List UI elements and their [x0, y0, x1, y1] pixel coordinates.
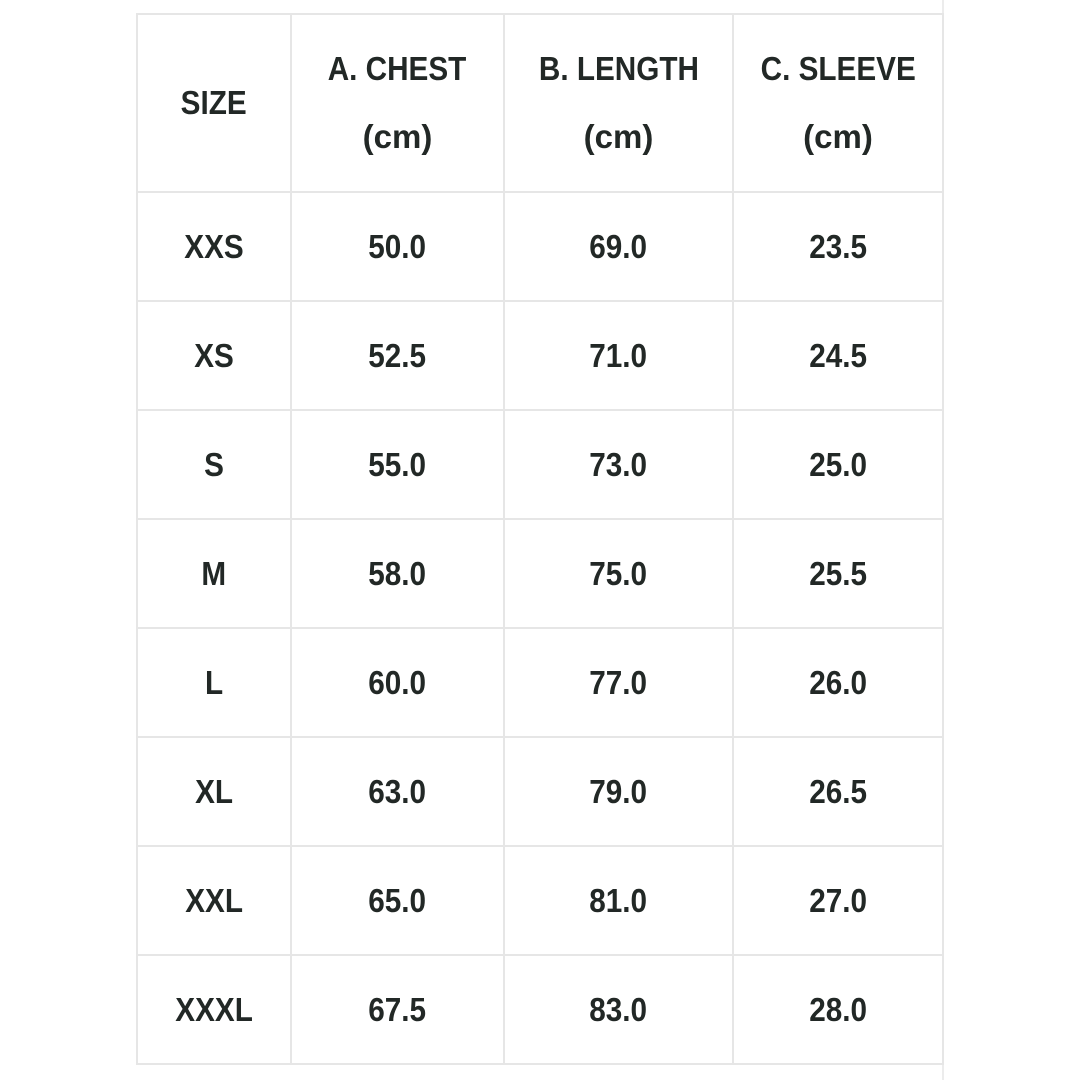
header-length: B. LENGTH (cm) — [503, 13, 734, 193]
cell-chest: 67.5 — [290, 954, 505, 1065]
cell-chest: 50.0 — [290, 191, 505, 302]
page-edge-divider — [942, 0, 944, 1080]
cell-value: 69.0 — [589, 227, 648, 265]
cell-size: XXS — [136, 191, 292, 302]
cell-sleeve: 25.5 — [732, 518, 944, 629]
header-row: SIZE A. CHEST (cm) B. LENGTH (cm) C. SLEEV… — [136, 13, 944, 193]
cell-value: XS — [194, 336, 234, 374]
cell-value: 27.0 — [809, 881, 867, 919]
table-row: XL 63.0 79.0 26.5 — [136, 736, 944, 847]
cell-sleeve: 23.5 — [732, 191, 944, 302]
cell-length: 75.0 — [503, 518, 734, 629]
cell-length: 71.0 — [503, 300, 734, 411]
cell-value: 73.0 — [589, 445, 648, 483]
cell-size: XXXL — [136, 954, 292, 1065]
header-label: B. LENGTH — [538, 50, 699, 87]
cell-size: S — [136, 409, 292, 520]
cell-value: 83.0 — [589, 990, 648, 1028]
cell-value: M — [201, 554, 227, 592]
cell-sleeve: 28.0 — [732, 954, 944, 1065]
cell-value: 50.0 — [368, 227, 427, 265]
cell-value: 65.0 — [368, 881, 427, 919]
table-row: M 58.0 75.0 25.5 — [136, 518, 944, 629]
cell-length: 73.0 — [503, 409, 734, 520]
cell-chest: 58.0 — [290, 518, 505, 629]
header-sleeve: C. SLEEVE (cm) — [732, 13, 944, 193]
cell-value: L — [204, 663, 224, 701]
cell-size: XXL — [136, 845, 292, 956]
cell-value: 81.0 — [589, 881, 648, 919]
cell-chest: 63.0 — [290, 736, 505, 847]
cell-length: 79.0 — [503, 736, 734, 847]
header-unit: (cm) — [362, 118, 433, 155]
cell-value: 26.0 — [809, 663, 867, 701]
header-label: SIZE — [180, 84, 248, 121]
cell-value: S — [204, 445, 224, 483]
table-row: XXXL 67.5 83.0 28.0 — [136, 954, 944, 1065]
cell-value: 71.0 — [589, 336, 648, 374]
cell-value: 26.5 — [809, 772, 867, 810]
size-chart-table: SIZE A. CHEST (cm) B. LENGTH (cm) C. SLEEV… — [136, 13, 944, 1065]
cell-size: XL — [136, 736, 292, 847]
cell-value: 60.0 — [368, 663, 427, 701]
cell-value: XXS — [184, 227, 244, 265]
header-size: SIZE — [136, 13, 292, 193]
cell-chest: 60.0 — [290, 627, 505, 738]
cell-size: XS — [136, 300, 292, 411]
cell-value: 63.0 — [368, 772, 427, 810]
cell-chest: 65.0 — [290, 845, 505, 956]
cell-value: 52.5 — [368, 336, 427, 374]
cell-value: 79.0 — [589, 772, 648, 810]
cell-value: 75.0 — [589, 554, 648, 592]
cell-value: 67.5 — [368, 990, 427, 1028]
header-unit: (cm) — [803, 118, 873, 155]
cell-value: XXL — [185, 881, 243, 919]
cell-length: 77.0 — [503, 627, 734, 738]
table-row: XXL 65.0 81.0 27.0 — [136, 845, 944, 956]
cell-sleeve: 26.5 — [732, 736, 944, 847]
cell-sleeve: 24.5 — [732, 300, 944, 411]
cell-value: 58.0 — [368, 554, 427, 592]
cell-value: 24.5 — [809, 336, 867, 374]
cell-value: XL — [195, 772, 233, 810]
cell-value: 28.0 — [809, 990, 867, 1028]
cell-value: XXXL — [175, 990, 253, 1028]
table-row: L 60.0 77.0 26.0 — [136, 627, 944, 738]
header-label: A. CHEST — [328, 50, 467, 87]
cell-length: 81.0 — [503, 845, 734, 956]
cell-chest: 55.0 — [290, 409, 505, 520]
cell-size: M — [136, 518, 292, 629]
header-label: C. SLEEVE — [760, 50, 916, 87]
cell-value: 25.0 — [809, 445, 867, 483]
cell-sleeve: 25.0 — [732, 409, 944, 520]
cell-length: 69.0 — [503, 191, 734, 302]
cell-length: 83.0 — [503, 954, 734, 1065]
cell-value: 77.0 — [589, 663, 648, 701]
table-row: XXS 50.0 69.0 23.5 — [136, 191, 944, 302]
cell-value: 23.5 — [809, 227, 867, 265]
table-row: S 55.0 73.0 25.0 — [136, 409, 944, 520]
header-unit: (cm) — [583, 118, 654, 155]
cell-size: L — [136, 627, 292, 738]
table-row: XS 52.5 71.0 24.5 — [136, 300, 944, 411]
cell-value: 25.5 — [809, 554, 867, 592]
cell-chest: 52.5 — [290, 300, 505, 411]
cell-sleeve: 26.0 — [732, 627, 944, 738]
cell-value: 55.0 — [368, 445, 427, 483]
cell-sleeve: 27.0 — [732, 845, 944, 956]
header-chest: A. CHEST (cm) — [290, 13, 505, 193]
